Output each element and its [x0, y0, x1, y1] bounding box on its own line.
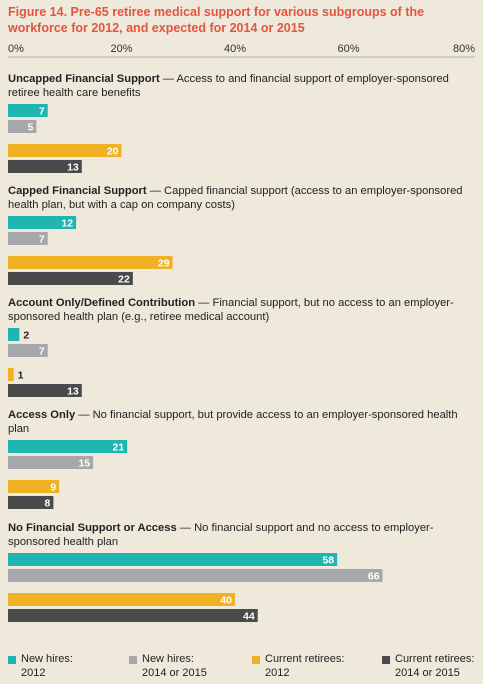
bar	[8, 609, 258, 622]
bar	[8, 216, 77, 229]
legend-swatch	[8, 656, 16, 664]
bar-value-label: 20	[107, 146, 119, 158]
legend-label-line1: Current retirees:	[265, 653, 345, 665]
bar	[8, 120, 37, 133]
group-description: — No financial support, but provide acce…	[8, 409, 458, 435]
group-title: Capped Financial Support — Capped financ…	[8, 184, 478, 212]
bar-value-label: 12	[61, 218, 73, 230]
legend-label-line2: 2012	[21, 667, 46, 679]
bar	[8, 440, 128, 453]
bar-value-label: 22	[118, 274, 130, 286]
legend-label-line2: 2014 or 2015	[142, 667, 207, 679]
bar	[8, 553, 338, 566]
legend-label-line2: 2012	[265, 667, 290, 679]
bar-value-label: 40	[220, 595, 232, 607]
bar-value-label: 5	[28, 122, 34, 134]
legend-label: New hires: 2014 or 2015	[142, 652, 207, 680]
group-title-bold: Uncapped Financial Support	[8, 73, 160, 85]
x-tick-label: 20%	[110, 43, 132, 55]
legend-swatch	[382, 656, 390, 664]
bar-value-label: 21	[112, 442, 124, 454]
bar	[8, 593, 235, 606]
group-description: — No financial support and no access to …	[8, 522, 434, 548]
legend-label: Current retirees: 2014 or 2015	[395, 652, 474, 680]
bar	[8, 104, 48, 117]
bar	[8, 384, 82, 397]
figure-title: Figure 14. Pre-65 retiree medical suppor…	[8, 5, 425, 35]
bar	[8, 256, 173, 269]
legend-swatch	[129, 656, 137, 664]
bar-value-label: 66	[368, 571, 380, 583]
legend-label-line1: Current retirees:	[395, 653, 475, 665]
bar-value-label: 2	[23, 330, 29, 342]
bar	[8, 328, 20, 341]
bar-value-label: 13	[67, 162, 79, 174]
bar-value-label: 15	[78, 458, 90, 470]
legend: New hires: 2012 New hires: 2014 or 2015 Curr…	[0, 652, 483, 684]
bar	[8, 368, 14, 381]
bar	[8, 480, 60, 493]
group-description: — Access to and financial support of emp…	[8, 73, 449, 99]
legend-label-line1: New hires:	[142, 653, 194, 665]
legend-swatch	[252, 656, 260, 664]
bar	[8, 232, 48, 245]
bar	[8, 569, 383, 582]
bar-value-label: 13	[67, 386, 79, 398]
bar-value-label: 7	[39, 346, 45, 358]
bar-value-label: 1	[18, 370, 24, 382]
legend-label: New hires: 2012	[21, 652, 73, 680]
bar-value-label: 44	[243, 611, 255, 623]
bar	[8, 344, 48, 357]
group-title-bold: Account Only/Defined Contribution	[8, 297, 196, 309]
legend-label: Current retirees: 2012	[265, 652, 344, 680]
bar	[8, 496, 54, 509]
bar	[8, 144, 122, 157]
x-tick-label: 80%	[453, 43, 475, 55]
bar-value-label: 7	[39, 234, 45, 246]
x-tick-label: 40%	[224, 43, 246, 55]
bar-value-label: 9	[50, 482, 56, 494]
bar-value-label: 7	[39, 106, 45, 118]
x-tick-label: 60%	[337, 43, 359, 55]
group-title-bold: Access Only	[8, 409, 76, 421]
x-tick-label: 0%	[8, 43, 24, 55]
group-title-bold: No Financial Support or Access	[8, 522, 177, 534]
group-title: Account Only/Defined Contribution — Fina…	[8, 296, 478, 324]
bar	[8, 272, 133, 285]
legend-label-line1: New hires:	[21, 653, 73, 665]
group-description: — Financial support, but no access to an…	[8, 297, 454, 323]
bar-value-label: 29	[158, 258, 170, 270]
group-title: Access Only — No financial support, but …	[8, 408, 478, 436]
bar	[8, 456, 94, 469]
group-title-bold: Capped Financial Support	[8, 185, 147, 197]
group-description: — Capped financial support (access to an…	[8, 185, 463, 211]
group-title: Uncapped Financial Support — Access to a…	[8, 72, 478, 100]
legend-label-line2: 2014 or 2015	[395, 667, 460, 679]
bar-value-label: 58	[322, 555, 334, 567]
group-title: No Financial Support or Access — No fina…	[8, 521, 478, 549]
bar-value-label: 8	[45, 498, 51, 510]
bar	[8, 160, 82, 173]
